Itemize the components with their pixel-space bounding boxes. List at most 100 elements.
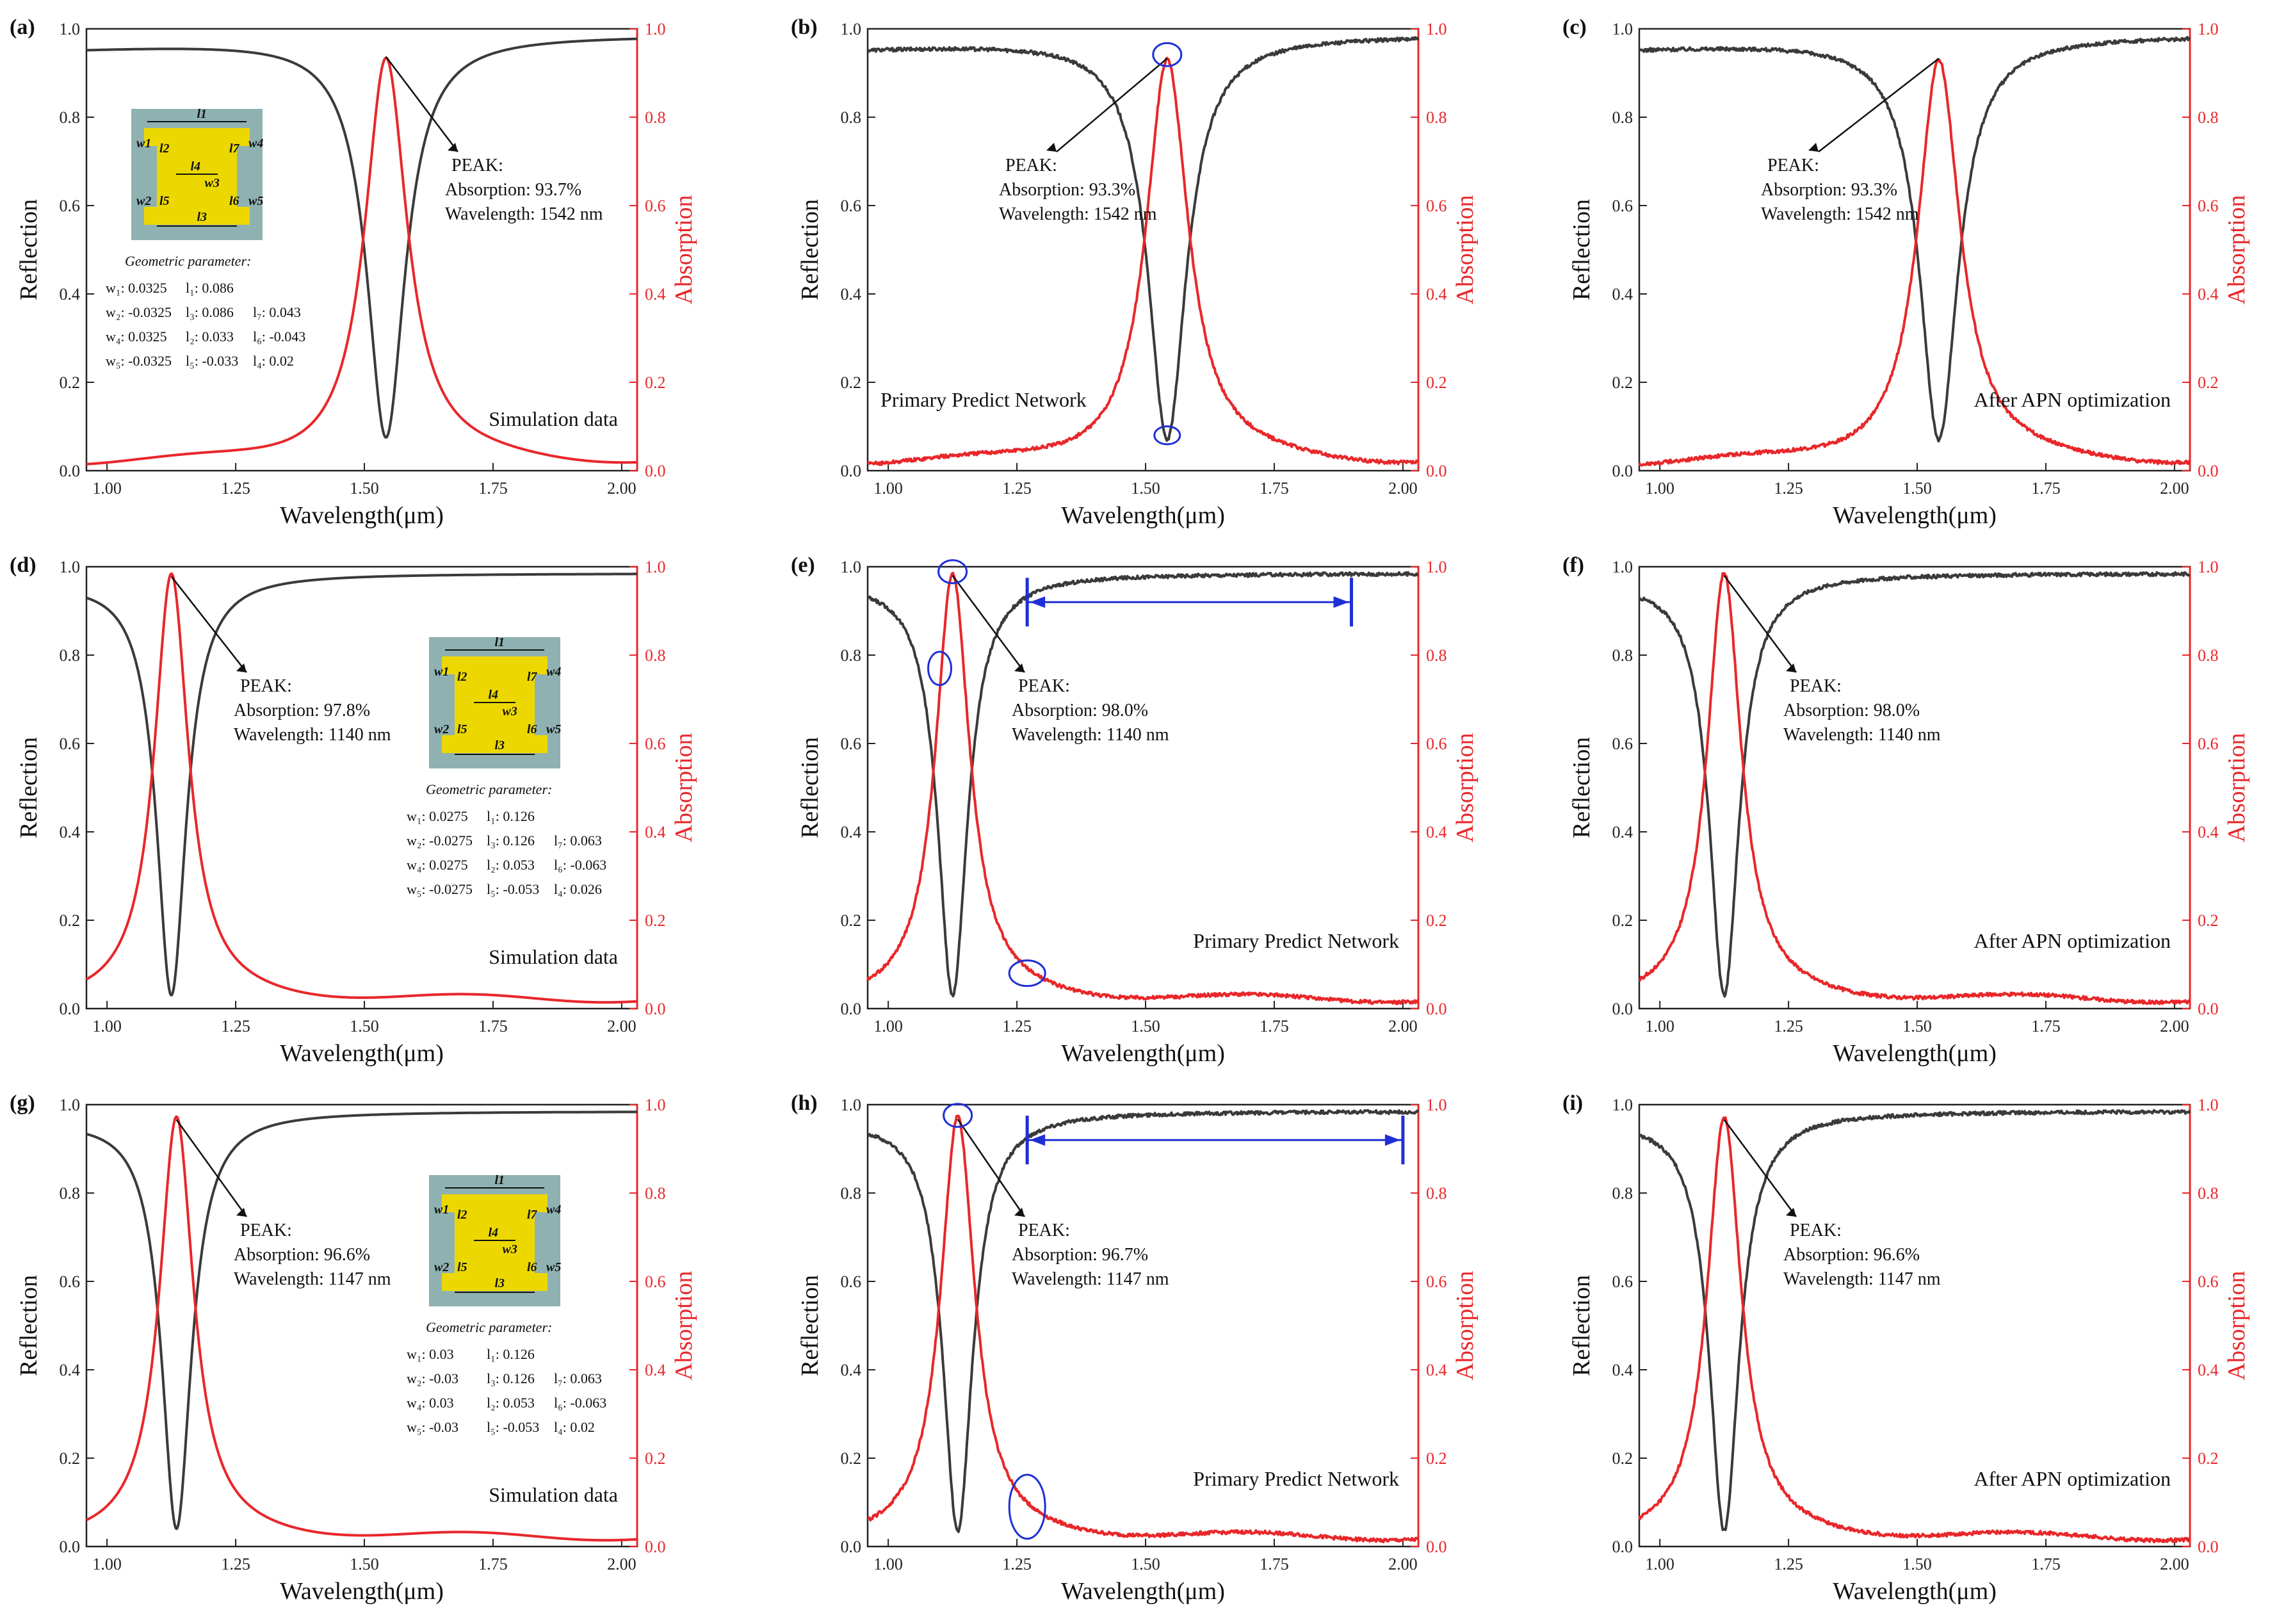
y2-tick-label: 0.4 xyxy=(1426,285,1447,304)
peak-absorption: Absorption: 93.7% xyxy=(445,180,581,200)
y-tick-label: 0.0 xyxy=(841,462,862,480)
peak-title: PEAK: xyxy=(240,1221,292,1240)
y2-tick-label: 0.0 xyxy=(1426,1000,1447,1018)
peak-title: PEAK: xyxy=(1018,1221,1070,1240)
x-tick-label: 2.00 xyxy=(2160,1555,2189,1573)
y-tick-label: 0.4 xyxy=(841,1361,862,1379)
y2-tick-label: 0.0 xyxy=(1426,462,1447,480)
geometric-parameter-value: w₁: 0.03 xyxy=(407,1346,454,1362)
x-tick-label: 1.50 xyxy=(1902,1017,1932,1035)
geometric-parameter-value: l₇: 0.063 xyxy=(554,1370,602,1386)
inset-dim-label: l4 xyxy=(489,1226,499,1240)
y-tick-label: 0.4 xyxy=(60,285,81,304)
y2-tick-label: 1.0 xyxy=(645,1096,666,1114)
panel-note: Primary Predict Network xyxy=(880,388,1087,411)
y-tick-label: 0.6 xyxy=(841,1272,862,1291)
y-axis-label-left: Reflection xyxy=(797,199,823,300)
panel-c: (c) 0.0 0.0 0.2 0.2 0.4 0.4 0.6 0.6 0.8 0.8 1.0 1.0 1… xyxy=(1562,15,2250,529)
inset-dim-label: l4 xyxy=(489,688,499,702)
inset-dim-label: l6 xyxy=(527,722,537,736)
panel-d: (d) 0.0 0.0 0.2 0.2 0.4 0.4 0.6 0.6 0.8 0.8 1.0 1.0 1… xyxy=(10,553,697,1067)
y2-tick-label: 0.8 xyxy=(645,1184,666,1203)
y2-tick-label: 0.6 xyxy=(645,735,666,753)
x-tick-label: 1.50 xyxy=(1131,1017,1160,1035)
y-axis-label-left: Reflection xyxy=(1568,737,1595,838)
y-tick-label: 1.0 xyxy=(841,20,862,38)
peak-title: PEAK: xyxy=(240,676,292,696)
peak-wavelength: Wavelength: 1140 nm xyxy=(1012,725,1169,745)
y-axis-label-right: Absorption xyxy=(1452,195,1479,305)
panel-label: (f) xyxy=(1562,553,1584,577)
y-tick-label: 0.0 xyxy=(60,1000,81,1018)
y2-tick-label: 0.6 xyxy=(2198,735,2219,753)
peak-arrow-head xyxy=(1808,143,1819,152)
y-tick-label: 0.8 xyxy=(60,108,81,127)
y2-tick-label: 1.0 xyxy=(645,20,666,38)
inset-arm-left xyxy=(157,146,171,207)
y-tick-label: 0.2 xyxy=(60,1449,81,1468)
y-tick-label: 0.6 xyxy=(841,735,862,753)
inset-dim-label: w4 xyxy=(248,136,263,150)
y2-tick-label: 0.4 xyxy=(645,285,666,304)
y2-tick-label: 0.2 xyxy=(645,373,666,392)
peak-arrow-line xyxy=(1723,575,1797,673)
y2-tick-label: 0.4 xyxy=(1426,1361,1447,1379)
y2-tick-label: 0.0 xyxy=(2198,1000,2219,1018)
series-line-absorption xyxy=(86,1115,638,1542)
peak-arrow-head xyxy=(1786,663,1796,672)
x-tick-label: 1.50 xyxy=(1902,1555,1932,1573)
geometric-parameter-value: l₁: 0.086 xyxy=(186,280,234,296)
y2-tick-label: 0.6 xyxy=(2198,1272,2219,1291)
y2-tick-label: 0.2 xyxy=(2198,911,2219,930)
inset-dim-label: w1 xyxy=(434,665,449,679)
range-arrow-head-left xyxy=(1030,596,1046,608)
range-arrow-head-left xyxy=(1030,1134,1046,1146)
peak-title: PEAK: xyxy=(1790,1221,1842,1240)
x-tick-label: 1.75 xyxy=(2031,1555,2061,1573)
y-axis-label-right: Absorption xyxy=(670,195,697,305)
y-tick-label: 0.0 xyxy=(60,1538,81,1556)
y2-tick-label: 0.6 xyxy=(645,1272,666,1291)
series-line-absorption xyxy=(86,56,638,466)
peak-wavelength: Wavelength: 1542 nm xyxy=(445,204,603,224)
x-tick-label: 1.00 xyxy=(873,1017,903,1035)
x-tick-label: 2.00 xyxy=(1388,479,1418,498)
inset-dim-label: l1 xyxy=(197,107,207,121)
peak-wavelength: Wavelength: 1147 nm xyxy=(234,1269,391,1289)
plot-frame xyxy=(85,565,638,1010)
y2-tick-label: 1.0 xyxy=(1426,1096,1447,1114)
y2-tick-label: 0.2 xyxy=(645,1449,666,1468)
inset-dim-label: l3 xyxy=(197,210,207,224)
y-tick-label: 0.6 xyxy=(60,1272,81,1291)
y-axis-label-left: Reflection xyxy=(15,1275,42,1376)
y-tick-label: 0.8 xyxy=(1612,646,1634,665)
peak-arrow-head xyxy=(1014,663,1025,672)
geometric-parameter-value: w₄: 0.0275 xyxy=(407,857,468,873)
y-tick-label: 1.0 xyxy=(841,558,862,576)
inset-dim-label: l5 xyxy=(457,1260,467,1274)
geometric-parameter-value: l₆: -0.063 xyxy=(554,857,606,873)
y-tick-label: 0.2 xyxy=(1612,911,1634,930)
peak-arrow-head xyxy=(1014,1208,1025,1217)
y2-tick-label: 0.4 xyxy=(2198,823,2219,841)
peak-arrow-line xyxy=(952,575,1026,673)
highlight-circle xyxy=(1153,425,1181,446)
geometric-parameter-value: l₅: -0.053 xyxy=(487,881,539,897)
y2-tick-label: 1.0 xyxy=(645,558,666,576)
y2-tick-label: 0.6 xyxy=(1426,197,1447,215)
inset-dim-label: w1 xyxy=(434,1203,449,1217)
peak-arrow-head xyxy=(236,663,247,672)
inset-dim-label: w5 xyxy=(546,722,561,736)
series-line-reflection xyxy=(1638,36,2191,443)
highlight-circle xyxy=(1008,1474,1046,1540)
peak-absorption: Absorption: 96.6% xyxy=(234,1245,370,1265)
inset-dim-label: w4 xyxy=(546,665,561,679)
inset-dim-label: w3 xyxy=(503,704,517,719)
panel-note: Simulation data xyxy=(489,1483,618,1506)
geometric-parameter-value: l₂: 0.033 xyxy=(186,329,234,345)
x-tick-label: 2.00 xyxy=(2160,479,2189,498)
geometric-parameter-value: l₃: 0.126 xyxy=(487,1370,535,1386)
y-axis-label-right: Absorption xyxy=(2223,195,2250,305)
x-axis-label: Wavelength(μm) xyxy=(1833,502,1997,529)
peak-arrow-line xyxy=(1723,1119,1797,1217)
